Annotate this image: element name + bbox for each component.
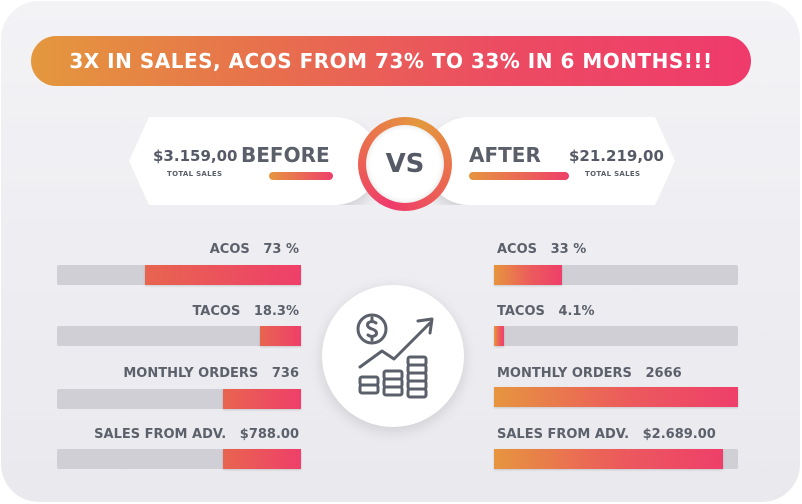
after-label: AFTER: [469, 143, 541, 167]
metric-label: SALES FROM ADV.: [497, 427, 630, 442]
metric-fill: [494, 387, 738, 407]
metric-track: [494, 449, 738, 469]
metric-label: MONTHLY ORDERS: [497, 366, 632, 381]
before-total-sales-label: TOTAL SALES: [167, 170, 223, 178]
vs-label: VS: [366, 125, 444, 203]
metric-track: [57, 265, 301, 285]
after-total-sales-label: TOTAL SALES: [585, 170, 641, 178]
money-growth-icon: [356, 313, 434, 399]
metric-value: 73 %: [263, 242, 299, 257]
metric-track: [494, 326, 738, 346]
after-amount: $21.219,00: [569, 147, 664, 165]
before-panel: $3.159,00 TOTAL SALES BEFORE: [129, 117, 379, 205]
icon-circle: [322, 285, 464, 427]
after-panel: AFTER $21.219,00 TOTAL SALES: [425, 117, 675, 205]
metric-track: [494, 265, 738, 285]
metric-fill: [494, 265, 563, 285]
metric-value: 4.1%: [558, 304, 595, 319]
metric-fill: [144, 265, 301, 285]
metric-track: [57, 326, 301, 346]
metric-value: 18.3%: [253, 304, 299, 319]
metric-value: 736: [271, 366, 299, 381]
metric-fill: [494, 326, 504, 346]
metric-label: MONTHLY ORDERS: [123, 366, 259, 381]
metric-track: [494, 387, 738, 407]
metric-fill: [222, 449, 301, 469]
metric-label: TACOS: [497, 304, 545, 319]
after-accent-bar: [469, 172, 569, 180]
metric-value: 2666: [645, 366, 682, 381]
metric-label: TACOS: [192, 304, 241, 319]
before-label: BEFORE: [241, 143, 330, 167]
before-accent-bar: [269, 172, 333, 180]
metric-label: ACOS: [209, 242, 250, 257]
metric-fill: [259, 326, 301, 346]
metric-track: [57, 449, 301, 469]
metric-value: $2.689.00: [642, 427, 716, 442]
metric-label: SALES FROM ADV.: [94, 427, 227, 442]
metric-fill: [222, 389, 301, 409]
vs-badge: VS: [358, 117, 452, 211]
metric-value: 33 %: [550, 242, 587, 257]
before-amount: $3.159,00: [153, 147, 238, 165]
headline-banner: 3X IN SALES, ACOS FROM 73% TO 33% IN 6 M…: [31, 36, 751, 86]
metric-track: [57, 389, 301, 409]
metric-fill: [494, 449, 724, 469]
metric-value: $788.00: [239, 427, 299, 442]
metric-label: ACOS: [497, 242, 538, 257]
